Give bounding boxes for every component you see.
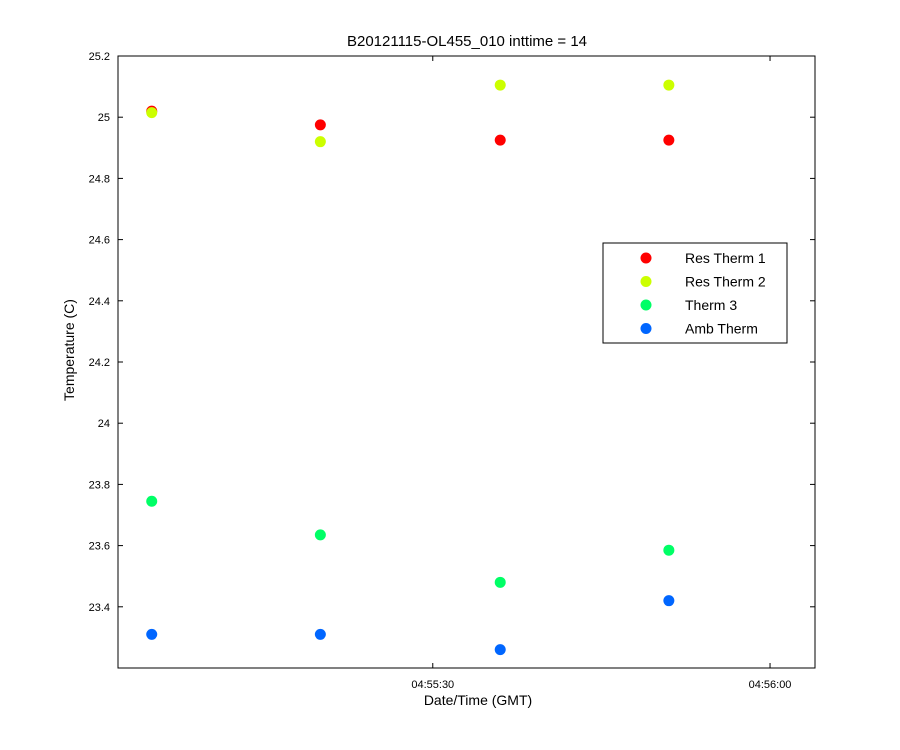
legend-marker-res-therm-1 xyxy=(640,252,652,264)
point-amb-therm-2 xyxy=(494,644,506,656)
y-tick-label: 24.2 xyxy=(89,357,110,369)
legend-marker-amb-therm xyxy=(640,323,652,334)
y-axis-label: Temperature (C) xyxy=(61,299,77,401)
point-res-therm-2-1 xyxy=(314,136,326,148)
point-therm-3-2 xyxy=(494,576,506,588)
point-therm-3-1 xyxy=(314,529,326,541)
point-res-therm-2-3 xyxy=(663,79,675,91)
point-amb-therm-3 xyxy=(663,595,675,607)
y-tick-label: 23.6 xyxy=(89,541,110,553)
point-amb-therm-0 xyxy=(146,628,158,640)
point-therm-3-3 xyxy=(663,544,675,556)
point-res-therm-2-2 xyxy=(494,79,506,91)
y-tick-label: 24 xyxy=(98,418,110,430)
legend: Res Therm 1 Res Therm 2 Therm 3 Amb Therm xyxy=(602,242,788,344)
y-tick-label: 23.8 xyxy=(89,479,110,491)
legend-label: Amb Therm xyxy=(685,321,758,337)
point-res-therm-1-1 xyxy=(314,119,326,131)
plot-area-frame xyxy=(117,55,816,669)
y-tick-label: 25.2 xyxy=(89,51,110,63)
y-tick-label: 24.8 xyxy=(89,173,110,185)
legend-label: Res Therm 2 xyxy=(685,274,766,290)
y-tick-label: 24.4 xyxy=(89,296,110,308)
x-axis-ticks: 04:55:30 04:56:00 xyxy=(411,56,791,691)
point-res-therm-1-3 xyxy=(663,134,675,146)
y-tick-label: 25 xyxy=(98,112,110,124)
legend-label: Res Therm 1 xyxy=(685,250,766,266)
point-res-therm-2-0 xyxy=(146,107,158,119)
data-points xyxy=(146,79,675,656)
legend-marker-therm-3 xyxy=(640,299,652,311)
legend-label: Therm 3 xyxy=(685,297,737,313)
point-therm-3-0 xyxy=(146,495,158,507)
legend-box xyxy=(602,242,788,344)
chart-title: B20121115-OL455_010 inttime = 14 xyxy=(347,33,587,50)
x-tick-label: 04:55:30 xyxy=(411,679,454,691)
x-tick-label: 04:56:00 xyxy=(749,679,792,691)
y-axis-ticks: 23.4 23.6 23.8 24 24.2 24.4 24.6 24.8 25 25.2 xyxy=(89,51,815,614)
x-axis-label: Date/Time (GMT) xyxy=(424,692,532,708)
legend-marker-res-therm-2 xyxy=(640,276,652,287)
point-res-therm-1-2 xyxy=(494,134,506,146)
y-tick-label: 24.6 xyxy=(89,235,110,247)
y-tick-label: 23.4 xyxy=(89,602,110,614)
point-amb-therm-1 xyxy=(314,628,326,640)
